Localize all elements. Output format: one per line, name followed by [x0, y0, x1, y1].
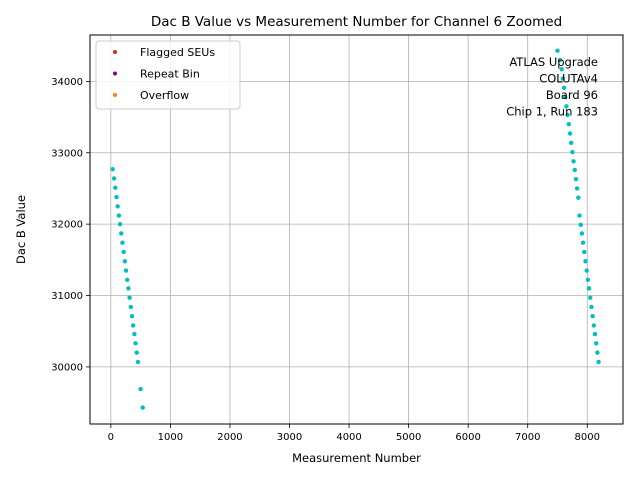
data-point [133, 341, 138, 346]
data-point [565, 112, 570, 118]
data-point [140, 405, 145, 410]
x-tick-label: 0 [108, 432, 114, 443]
data-point [573, 176, 579, 182]
data-point [117, 221, 123, 227]
data-point [564, 104, 569, 109]
data-point [111, 176, 117, 181]
data-point [132, 331, 137, 337]
legend-marker [113, 71, 117, 76]
data-points [110, 48, 601, 410]
annotation-line: Board 96 [546, 88, 598, 102]
data-point [580, 240, 586, 245]
data-point [122, 259, 128, 264]
data-point [574, 186, 580, 191]
data-point [566, 122, 572, 127]
data-point [123, 268, 129, 273]
x-axis-label: Measurement Number [292, 451, 421, 465]
data-point [592, 331, 598, 337]
chart-annotation: ATLAS Upgrade COLUTAv4 Board 96 Chip 1, Run… [506, 55, 598, 119]
data-point [570, 149, 575, 155]
data-point [596, 359, 601, 365]
data-point [113, 185, 118, 190]
data-point [557, 57, 563, 63]
axes-frame [89, 34, 624, 425]
y-tick-label: 33000 [51, 148, 83, 159]
x-tick-label: 4000 [336, 432, 361, 443]
data-point [578, 222, 583, 228]
data-point [119, 231, 124, 236]
y-tick-label: 30000 [51, 362, 83, 373]
data-point [110, 166, 115, 172]
data-point [116, 213, 122, 218]
y-axis-ticks: 30000 31000 32000 33000 34000 [51, 77, 90, 373]
x-tick-label: 8000 [575, 432, 600, 443]
x-tick-label: 2000 [217, 432, 242, 443]
data-point [582, 249, 587, 255]
data-point [576, 195, 581, 200]
x-tick-label: 3000 [277, 432, 302, 443]
y-tick-label: 34000 [51, 77, 83, 88]
x-tick-label: 7000 [515, 432, 540, 443]
y-axis-label: Dac B Value [14, 195, 28, 264]
y-tick-label: 31000 [51, 291, 83, 302]
data-point [586, 286, 592, 291]
x-tick-label: 5000 [396, 432, 421, 443]
data-point [584, 268, 589, 273]
data-point [138, 386, 143, 392]
grid-lines [90, 35, 623, 424]
data-point [590, 314, 595, 319]
legend-label: Repeat Bin [140, 68, 200, 81]
x-tick-label: 6000 [455, 432, 480, 443]
legend-marker [113, 50, 117, 54]
data-point [129, 314, 135, 319]
data-point [121, 249, 126, 255]
data-point [577, 213, 582, 218]
data-point [128, 304, 133, 310]
data-point [568, 140, 574, 145]
data-point [560, 76, 566, 81]
data-point [130, 323, 136, 328]
data-point [594, 341, 599, 346]
data-point [579, 231, 585, 236]
data-point [555, 48, 560, 53]
data-point [561, 85, 567, 91]
data-point [588, 295, 593, 300]
annotation-line: Chip 1, Run 183 [506, 105, 598, 119]
annotation-line: ATLAS Upgrade [509, 55, 598, 69]
legend-box [95, 40, 241, 110]
data-point [572, 167, 577, 173]
data-point [591, 323, 597, 328]
data-point [126, 286, 131, 291]
annotation-line: COLUTAv4 [539, 72, 598, 86]
data-point [567, 131, 573, 136]
legend: Flagged SEUs Repeat Bin Overflow [95, 40, 241, 110]
x-tick-label: 1000 [158, 432, 183, 443]
data-point [585, 277, 591, 283]
data-point [115, 204, 120, 209]
data-point [134, 350, 139, 355]
data-point [559, 67, 564, 72]
data-point [589, 304, 594, 310]
data-point [563, 94, 568, 100]
data-point [125, 277, 130, 283]
data-point [583, 259, 588, 264]
data-point [127, 295, 132, 300]
data-point [135, 359, 141, 365]
data-point [595, 350, 600, 355]
chart-title: Dac B Value vs Measurement Number for Ch… [151, 14, 562, 30]
y-tick-label: 32000 [51, 220, 83, 231]
legend-label: Overflow [140, 89, 189, 102]
data-point [120, 240, 125, 245]
data-point [114, 194, 119, 200]
data-point [571, 159, 576, 164]
legend-marker [113, 93, 117, 97]
legend-label: Flagged SEUs [140, 46, 215, 59]
x-axis-ticks: 0 1000 2000 3000 4000 5000 6000 7000 8000 [108, 424, 600, 443]
